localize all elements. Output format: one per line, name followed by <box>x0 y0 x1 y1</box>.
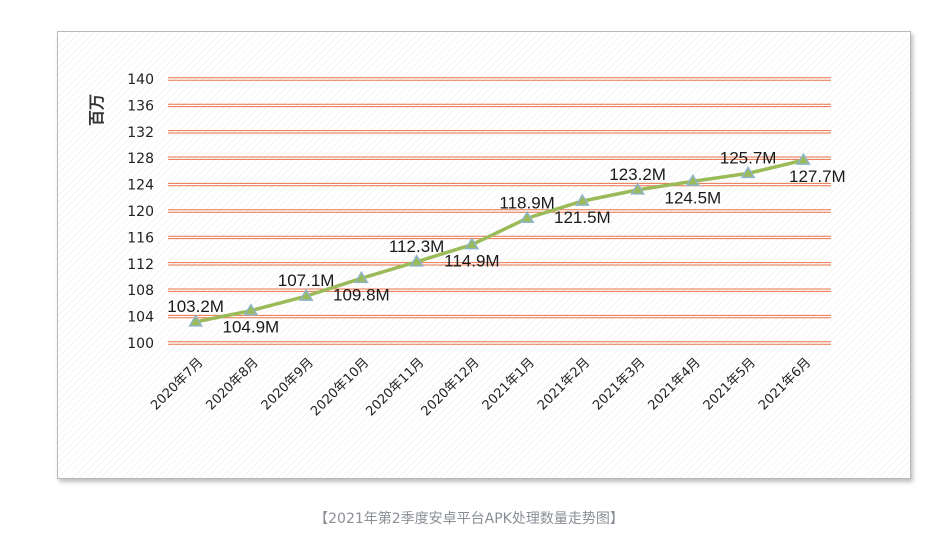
y-tick-label: 116 <box>127 230 154 246</box>
y-tick-label: 108 <box>127 283 154 299</box>
data-label: 125.7M <box>720 148 777 167</box>
x-tick-label: 2020年7月 <box>148 355 206 413</box>
data-label: 112.3M <box>389 237 444 256</box>
data-label: 123.2M <box>609 165 666 184</box>
data-point-marker <box>740 165 756 179</box>
x-tick-label: 2020年10月 <box>308 355 372 419</box>
data-label: 104.9M <box>223 318 280 337</box>
x-tick-label: 2021年4月 <box>645 355 703 413</box>
x-tick-label: 2020年11月 <box>363 355 427 419</box>
data-point-marker <box>630 182 645 195</box>
x-axis-ticks: 2020年7月2020年8月2020年9月2020年10月2020年11月202… <box>148 355 814 419</box>
data-point-marker <box>354 270 369 284</box>
series-line <box>195 158 804 324</box>
x-tick-label: 2021年5月 <box>701 355 759 413</box>
chart-caption: 【2021年第2季度安卓平台APK处理数量走势图】 <box>314 511 624 527</box>
data-label: 118.9M <box>499 193 554 212</box>
data-label: 103.2M <box>167 297 224 316</box>
data-label: 114.9M <box>444 252 499 271</box>
y-tick-label: 104 <box>127 310 154 326</box>
x-tick-label: 2021年3月 <box>590 355 648 413</box>
y-axis-label: 百万 <box>87 94 106 126</box>
chart-frame: 100 104 108 112 116 120 124 128 132 136 140 百万 202… <box>57 31 911 479</box>
x-tick-label: 2021年1月 <box>480 355 538 413</box>
x-tick-label: 2021年6月 <box>756 355 814 413</box>
y-tick-label: 128 <box>127 151 154 167</box>
data-point-marker <box>243 303 259 316</box>
y-tick-label: 124 <box>127 178 154 194</box>
data-point-marker <box>298 288 314 301</box>
x-tick-label: 2020年12月 <box>419 355 483 419</box>
x-tick-label: 2020年8月 <box>203 355 261 413</box>
y-tick-label: 120 <box>127 204 154 220</box>
y-tick-label: 100 <box>127 336 154 352</box>
data-point-marker <box>464 237 480 250</box>
data-point-marker <box>519 210 535 224</box>
y-axis-ticks: 100 104 108 112 116 120 124 128 132 136 140 <box>127 72 154 352</box>
data-label: 107.1M <box>278 271 335 290</box>
data-label: 109.8M <box>333 285 390 304</box>
x-tick-label: 2021年2月 <box>535 355 593 413</box>
y-tick-label: 140 <box>127 72 154 88</box>
data-label: 124.5M <box>665 188 722 207</box>
data-point-marker <box>575 193 590 206</box>
series-layer <box>188 152 811 327</box>
data-point-marker <box>188 314 203 327</box>
y-tick-label: 112 <box>127 257 154 273</box>
y-tick-label: 132 <box>127 125 154 141</box>
data-label: 127.7M <box>789 167 846 186</box>
y-tick-label: 136 <box>127 98 154 114</box>
grid-lines <box>168 77 831 345</box>
data-point-marker <box>796 152 811 165</box>
line-chart: 100 104 108 112 116 120 124 128 132 136 140 百万 202… <box>87 72 846 419</box>
data-label: 121.5M <box>554 208 611 227</box>
data-point-marker <box>685 173 701 187</box>
data-point-marker <box>409 254 424 267</box>
x-tick-label: 2020年9月 <box>259 355 317 413</box>
